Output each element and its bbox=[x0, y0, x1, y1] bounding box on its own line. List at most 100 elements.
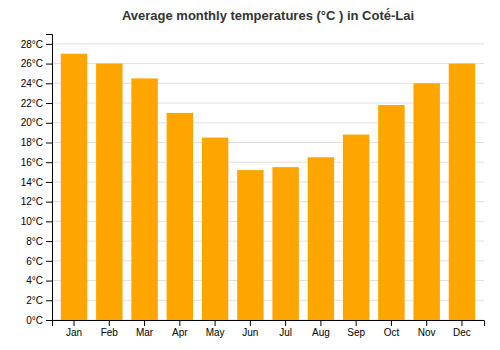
axis-line bbox=[53, 321, 485, 327]
tick-mark bbox=[46, 123, 52, 124]
tick: 14°C bbox=[21, 177, 52, 188]
tick: Dec bbox=[453, 320, 471, 338]
tick-mark bbox=[144, 320, 145, 326]
bar bbox=[167, 113, 193, 320]
tick-label: Jan bbox=[66, 327, 82, 338]
tick-mark bbox=[356, 320, 357, 326]
tick: 10°C bbox=[21, 216, 52, 227]
tick: Jun bbox=[242, 320, 258, 338]
tick-mark bbox=[426, 320, 427, 326]
bar bbox=[131, 78, 157, 320]
tick-label: 0°C bbox=[26, 315, 43, 326]
tick-mark bbox=[250, 320, 251, 326]
tick-mark bbox=[46, 182, 52, 183]
tick: May bbox=[206, 320, 225, 338]
tick-label: 14°C bbox=[21, 177, 43, 188]
tick-label: 28°C bbox=[21, 39, 43, 50]
title: Average monthly temperatures (°C ) in Co… bbox=[122, 8, 414, 23]
tick-label: Mar bbox=[136, 327, 154, 338]
tick-mark bbox=[46, 162, 52, 163]
tick: Nov bbox=[418, 320, 436, 338]
tick-mark bbox=[46, 221, 52, 222]
tick: 6°C bbox=[26, 256, 52, 267]
tick: 0°C bbox=[26, 315, 52, 326]
tick-mark bbox=[46, 300, 52, 301]
tick-label: Feb bbox=[101, 327, 119, 338]
tick: 16°C bbox=[21, 157, 52, 168]
tick: Sep bbox=[347, 320, 365, 338]
tick-label: 20°C bbox=[21, 117, 43, 128]
tick: 18°C bbox=[21, 137, 52, 148]
tick: 24°C bbox=[21, 78, 52, 89]
tick-mark bbox=[46, 103, 52, 104]
tick: 8°C bbox=[26, 236, 52, 247]
tick-mark bbox=[179, 320, 180, 326]
tick-label: Dec bbox=[453, 327, 471, 338]
tick-label: Jun bbox=[242, 327, 258, 338]
tick-label: 18°C bbox=[21, 137, 43, 148]
tick-mark bbox=[46, 261, 52, 262]
tick: 20°C bbox=[21, 117, 52, 128]
tick-label: 8°C bbox=[26, 236, 43, 247]
tick-mark bbox=[320, 320, 321, 326]
tick-label: 6°C bbox=[26, 256, 43, 267]
tick-mark bbox=[46, 281, 52, 282]
tick: 26°C bbox=[21, 58, 52, 69]
tick: 28°C bbox=[21, 39, 52, 50]
tick: Aug bbox=[312, 320, 330, 338]
tick: Mar bbox=[136, 320, 154, 338]
bar bbox=[343, 135, 369, 320]
bar bbox=[272, 167, 298, 320]
bar bbox=[308, 157, 334, 320]
y-axis: 0°C 2°C 4°C 6°C 8°C 10°C 12°C 14°C 16°C 18°C 20°C 2… bbox=[21, 35, 53, 326]
tick-label: Aug bbox=[312, 327, 330, 338]
bar bbox=[413, 83, 439, 320]
bar bbox=[237, 170, 263, 320]
tick-label: 10°C bbox=[21, 216, 43, 227]
tick-label: 2°C bbox=[26, 295, 43, 306]
tick-label: 24°C bbox=[21, 78, 43, 89]
tick: Feb bbox=[101, 320, 119, 338]
tick-mark bbox=[215, 320, 216, 326]
tick-label: Nov bbox=[418, 327, 436, 338]
tick-label: 22°C bbox=[21, 98, 43, 109]
chart-container: 0°C 2°C 4°C 6°C 8°C 10°C 12°C 14°C 16°C 18°C 20°C 2… bbox=[0, 0, 500, 350]
tick-label: Apr bbox=[172, 327, 188, 338]
grid-line bbox=[52, 43, 484, 44]
tick: 22°C bbox=[21, 98, 52, 109]
tick-mark bbox=[46, 142, 52, 143]
tick-mark bbox=[74, 320, 75, 326]
tick-mark bbox=[46, 83, 52, 84]
bar bbox=[449, 64, 475, 320]
tick: Apr bbox=[172, 320, 188, 338]
tick-mark bbox=[46, 320, 52, 321]
tick-label: 16°C bbox=[21, 157, 43, 168]
bars bbox=[61, 54, 475, 320]
tick-mark bbox=[109, 320, 110, 326]
tick: 2°C bbox=[26, 295, 52, 306]
tick-mark bbox=[46, 202, 52, 203]
tick: Jul bbox=[279, 320, 292, 338]
bar bbox=[61, 54, 87, 320]
tick-label: 12°C bbox=[21, 196, 43, 207]
axis-line bbox=[46, 35, 53, 321]
tick: Oct bbox=[384, 320, 400, 338]
tick-mark bbox=[285, 320, 286, 326]
grid bbox=[52, 44, 484, 320]
tick: 4°C bbox=[26, 275, 52, 286]
bar bbox=[202, 138, 228, 320]
tick-mark bbox=[46, 64, 52, 65]
tick-label: 4°C bbox=[26, 275, 43, 286]
tick-label: Sep bbox=[347, 327, 365, 338]
tick: Jan bbox=[66, 320, 82, 338]
bar bbox=[96, 64, 122, 320]
tick-mark bbox=[461, 320, 462, 326]
tick-mark bbox=[391, 320, 392, 326]
tick-label: Oct bbox=[384, 327, 400, 338]
tick-label: 26°C bbox=[21, 58, 43, 69]
tick-label: May bbox=[206, 327, 225, 338]
tick-label: Jul bbox=[279, 327, 292, 338]
chart: 0°C 2°C 4°C 6°C 8°C 10°C 12°C 14°C 16°C 18°C 20°C 2… bbox=[0, 0, 500, 350]
x-axis: Jan Feb Mar Apr May Jun Jul Aug Sep Oct Nov Dec bbox=[53, 320, 485, 338]
bar bbox=[378, 105, 404, 320]
